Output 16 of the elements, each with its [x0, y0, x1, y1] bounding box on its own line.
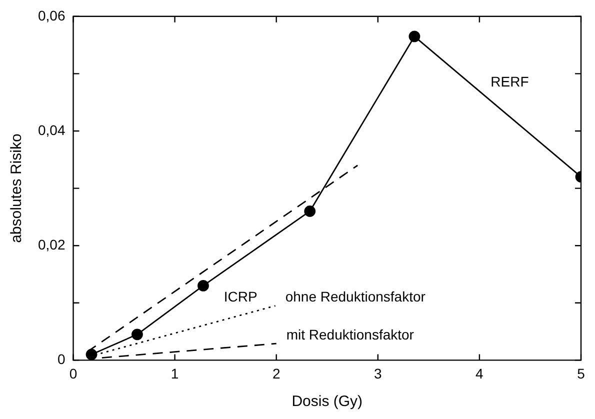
x-tick-label: 0: [69, 365, 78, 382]
series-label: ohne Reduktionsfaktor: [285, 288, 426, 305]
x-axis-title: Dosis (Gy): [292, 393, 363, 410]
y-axis-title: absolutes Risiko: [8, 134, 26, 243]
x-tick-label: 2: [272, 365, 280, 382]
annotation: ICRP: [224, 288, 258, 305]
x-tick-label: 4: [476, 365, 484, 382]
y-tick-label: 0,02: [38, 236, 66, 252]
series-label: RERF: [490, 74, 529, 90]
x-tick-label: 1: [170, 365, 179, 382]
series-label: mit Reduktionsfaktor: [286, 326, 414, 342]
y-tick-label: 0,06: [38, 7, 66, 24]
x-tick-label: 3: [374, 365, 382, 382]
y-tick-label: 0: [57, 351, 66, 368]
y-tick-label: 0,04: [38, 122, 66, 138]
x-tick-label: 5: [577, 365, 586, 382]
